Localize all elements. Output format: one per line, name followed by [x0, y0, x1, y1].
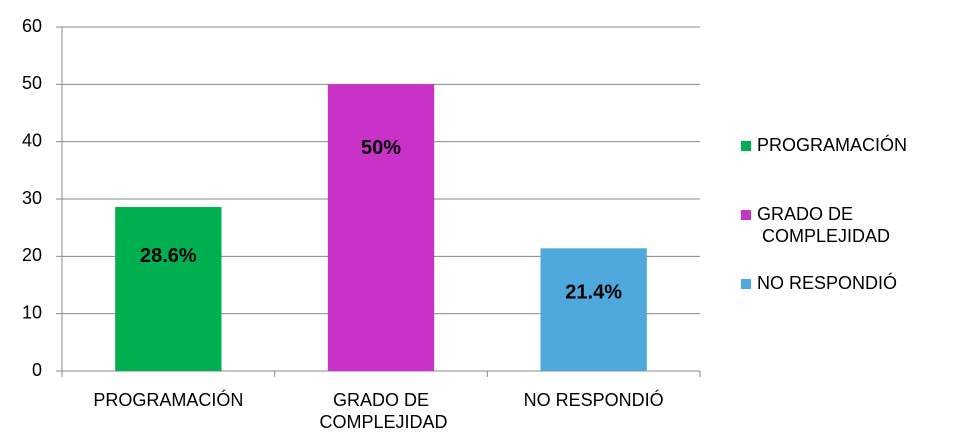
bar — [115, 207, 222, 371]
y-tick-label: 30 — [22, 188, 42, 208]
x-tick-label: PROGRAMACIÓN — [93, 389, 243, 410]
legend-label: GRADO DE COMPLEJIDAD — [757, 204, 890, 246]
legend-label: NO RESPONDIÓ — [757, 272, 897, 293]
y-tick-label: 40 — [22, 130, 42, 150]
legend-swatch — [741, 141, 751, 151]
x-tick-label: GRADO DE COMPLEJIDAD — [314, 390, 447, 432]
legend-swatch — [741, 279, 751, 289]
y-tick-label: 20 — [22, 245, 42, 265]
y-tick-label: 50 — [22, 73, 42, 93]
value-label: 50% — [361, 137, 401, 159]
bar — [540, 248, 647, 371]
value-label: 28.6% — [140, 245, 197, 267]
bar — [327, 84, 435, 371]
y-tick-label: 60 — [22, 16, 42, 36]
y-tick-label: 0 — [32, 360, 42, 380]
legend-swatch — [741, 210, 751, 220]
y-tick-label: 10 — [22, 302, 42, 322]
legend-label: PROGRAMACIÓN — [757, 134, 907, 155]
value-label: 21.4% — [565, 281, 622, 303]
x-tick-label: NO RESPONDIÓ — [524, 389, 664, 410]
